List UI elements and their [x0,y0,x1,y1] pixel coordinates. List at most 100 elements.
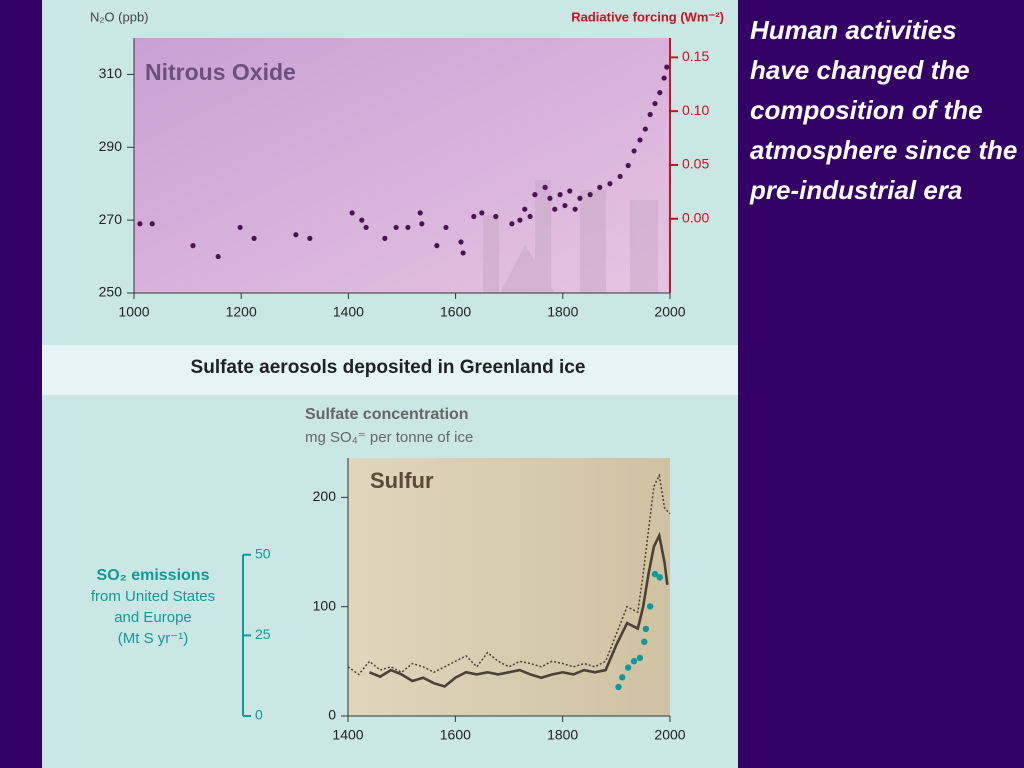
data-line [347,473,671,676]
data-point [631,148,637,154]
data-line [368,531,669,688]
x-tick-label: 1400 [332,727,363,743]
x-tick-label: 1200 [226,304,257,320]
annotation: Sulfur [370,468,434,493]
data-point [417,210,423,216]
data-point [619,674,626,681]
data-point [630,657,638,665]
y-tick-label: 0 [328,707,336,723]
data-point [607,181,613,187]
data-point [307,235,313,241]
data-point [517,217,523,223]
data-point [419,221,425,227]
decoration [483,180,658,293]
data-point [642,625,650,633]
data-point [567,188,573,194]
data-point [641,638,648,646]
data-point [572,206,578,212]
data-point [615,683,622,691]
data-point [577,195,583,201]
data-point [493,213,499,220]
data-point [664,64,670,70]
data-point [587,192,593,198]
data-point [522,206,528,212]
x-tick-label: 1600 [440,304,471,320]
y2-tick-label: 0.10 [682,102,709,118]
data-point [443,224,449,231]
data-point [597,184,603,190]
slide-caption: Human activities have changed the compos… [750,15,1018,205]
data-point [657,90,663,96]
y-axis-label: mg SO₄⁼ per tonne of ice [305,429,473,446]
y-tick-label: 270 [99,211,123,227]
y2-axis-label: (Mt S yr⁻¹) [118,630,188,647]
x-tick-label: 1000 [118,304,149,320]
data-point [393,224,399,231]
data-point [458,239,464,245]
data-point [149,221,155,227]
y2-tick-label: 0.15 [682,48,709,64]
chart-subtitle: Sulfate concentration [305,406,469,423]
y2-axis-label: Radiative forcing (Wm⁻²) [571,9,724,24]
banner [42,345,738,395]
x-tick-label: 1800 [547,727,578,743]
data-point [382,235,388,241]
data-point [542,184,548,190]
data-point [637,137,643,143]
data-point [532,192,538,198]
data-point [215,253,221,260]
y2-tick-label: 50 [255,545,271,561]
data-point [460,250,466,256]
data-point [190,243,196,249]
figure: Nitrous Oxide N₂O (ppb) Radiative forcin… [42,0,738,768]
data-point [405,224,411,231]
data-point [646,603,654,610]
y-tick-label: 200 [313,488,337,504]
y2-tick-label: 0 [255,707,263,723]
data-point [624,664,632,671]
data-point [636,654,644,662]
data-point [642,126,648,132]
x-tick-label: 1600 [440,727,471,743]
data-point [557,192,563,198]
data-point [625,162,631,169]
chart-title: Nitrous Oxide [145,59,296,85]
x-tick-label: 2000 [654,727,685,743]
x-tick-label: 1800 [547,304,578,320]
y-tick-label: 100 [313,597,337,613]
data-point [137,221,143,227]
y-tick-label: 310 [99,65,123,81]
data-point [237,224,243,231]
data-point [349,210,355,216]
data-point [562,202,568,209]
data-point [617,173,623,180]
data-point [363,224,369,231]
data-point [509,221,515,227]
data-point [434,243,440,249]
data-point [527,213,533,220]
y-tick-label: 290 [99,138,123,154]
data-point [552,206,558,212]
y2-axis-label: from United States [91,588,215,605]
chart-title: Sulfate aerosols deposited in Greenland … [191,357,586,378]
data-point [359,217,365,223]
y2-tick-label: 0.00 [682,209,709,225]
y-tick-label: 250 [99,284,123,300]
data-point [656,574,664,581]
y2-axis-label: SO₂ emissions [97,567,210,584]
data-point [479,210,485,216]
x-tick-label: 2000 [654,304,685,320]
data-point [651,570,659,578]
data-point [652,100,658,107]
data-point [661,75,667,81]
y2-tick-label: 0.05 [682,156,709,172]
data-point [471,213,477,220]
y-axis-label: N₂O (ppb) [90,9,149,24]
data-point [647,111,653,118]
y2-axis-label: and Europe [114,609,192,626]
y2-tick-label: 25 [255,626,271,642]
data-point [547,195,553,201]
x-tick-label: 1400 [333,304,364,320]
data-point [251,235,257,241]
